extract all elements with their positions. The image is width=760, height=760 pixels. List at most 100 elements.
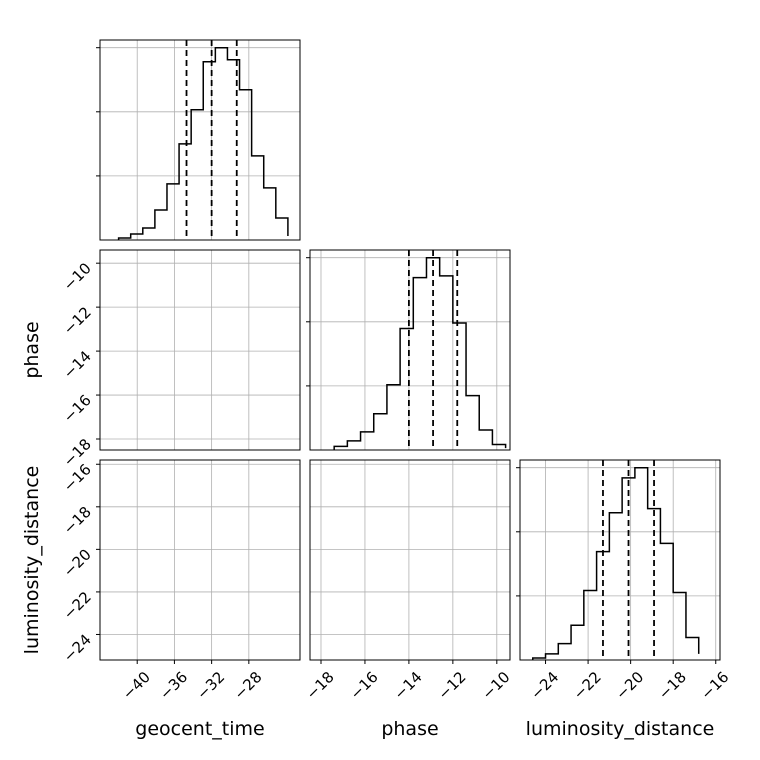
sample-point	[0, 0, 1, 1]
sample-point	[0, 0, 1, 1]
sample-point	[0, 0, 1, 1]
sample-point	[0, 0, 1, 1]
sample-point	[0, 0, 1, 1]
sample-point	[0, 0, 1, 1]
sample-point	[0, 0, 1, 1]
sample-point	[0, 0, 1, 1]
sample-point	[0, 0, 1, 1]
sample-point	[0, 0, 1, 1]
sample-point	[0, 0, 1, 1]
sample-point	[0, 0, 1, 1]
sample-point	[0, 0, 1, 1]
sample-point	[0, 0, 1, 1]
sample-point	[0, 0, 1, 1]
sample-point	[0, 0, 1, 1]
sample-point	[0, 0, 1, 1]
sample-point	[0, 0, 1, 1]
sample-point	[0, 0, 1, 1]
scatter-panel-geocent_time-vs-luminosity_distance	[0, 0, 300, 660]
sample-point	[0, 0, 1, 1]
sample-point	[0, 0, 1, 1]
sample-point	[0, 0, 1, 1]
sample-point	[0, 0, 1, 1]
sample-point	[0, 0, 1, 1]
sample-point	[0, 0, 1, 1]
sample-point	[0, 0, 1, 1]
sample-point	[0, 0, 1, 1]
sample-point	[0, 0, 1, 1]
sample-point	[0, 0, 1, 1]
sample-point	[0, 0, 1, 1]
sample-point	[0, 0, 1, 1]
sample-point	[0, 0, 1, 1]
sample-point	[0, 0, 1, 1]
sample-point	[0, 0, 1, 1]
sample-point	[0, 0, 1, 1]
sample-point	[0, 0, 1, 1]
sample-point	[0, 0, 1, 1]
sample-point	[0, 0, 1, 1]
sample-point	[0, 0, 1, 1]
sample-point	[0, 0, 1, 1]
sample-point	[0, 0, 1, 1]
sample-point	[0, 0, 1, 1]
sample-point	[0, 0, 1, 1]
sample-point	[0, 0, 1, 1]
sample-point	[0, 0, 1, 1]
sample-point	[0, 0, 1, 1]
sample-point	[0, 0, 1, 1]
sample-point	[0, 0, 1, 1]
sample-point	[0, 0, 1, 1]
sample-point	[0, 0, 1, 1]
sample-point	[0, 0, 1, 1]
sample-point	[0, 0, 1, 1]
sample-point	[0, 0, 1, 1]
sample-point	[0, 0, 1, 1]
sample-point	[0, 0, 1, 1]
sample-point	[0, 0, 1, 1]
sample-point	[0, 0, 1, 1]
sample-point	[0, 0, 1, 1]
sample-point	[0, 0, 1, 1]
sample-point	[0, 0, 1, 1]
sample-point	[0, 0, 1, 1]
sample-point	[0, 0, 1, 1]
sample-point	[0, 0, 1, 1]
sample-point	[0, 0, 1, 1]
x-axis-label-luminosity_distance: luminosity_distance	[526, 718, 715, 740]
sample-point	[0, 0, 1, 1]
sample-point	[0, 0, 1, 1]
sample-point	[0, 0, 1, 1]
sample-point	[0, 0, 1, 1]
sample-point	[0, 0, 1, 1]
sample-point	[0, 0, 1, 1]
sample-point	[0, 0, 1, 1]
sample-point	[0, 0, 1, 1]
sample-point	[0, 0, 1, 1]
sample-point	[0, 0, 1, 1]
sample-point	[0, 0, 1, 1]
sample-point	[0, 0, 1, 1]
sample-point	[0, 0, 1, 1]
sample-point	[0, 0, 1, 1]
sample-point	[0, 0, 1, 1]
sample-point	[0, 0, 1, 1]
sample-point	[0, 0, 1, 1]
sample-point	[0, 0, 1, 1]
sample-point	[0, 0, 1, 1]
sample-point	[0, 0, 1, 1]
sample-point	[0, 0, 1, 1]
y-tick-label-luminosity_distance: −22	[60, 588, 95, 623]
sample-point	[0, 0, 1, 1]
sample-point	[0, 0, 1, 1]
sample-point	[0, 0, 1, 1]
sample-point	[0, 0, 1, 1]
sample-point	[0, 0, 1, 1]
sample-point	[0, 0, 1, 1]
sample-point	[0, 0, 1, 1]
sample-point	[0, 0, 1, 1]
sample-point	[0, 0, 1, 1]
sample-point	[0, 0, 1, 1]
sample-point	[0, 0, 1, 1]
sample-point	[0, 0, 1, 1]
